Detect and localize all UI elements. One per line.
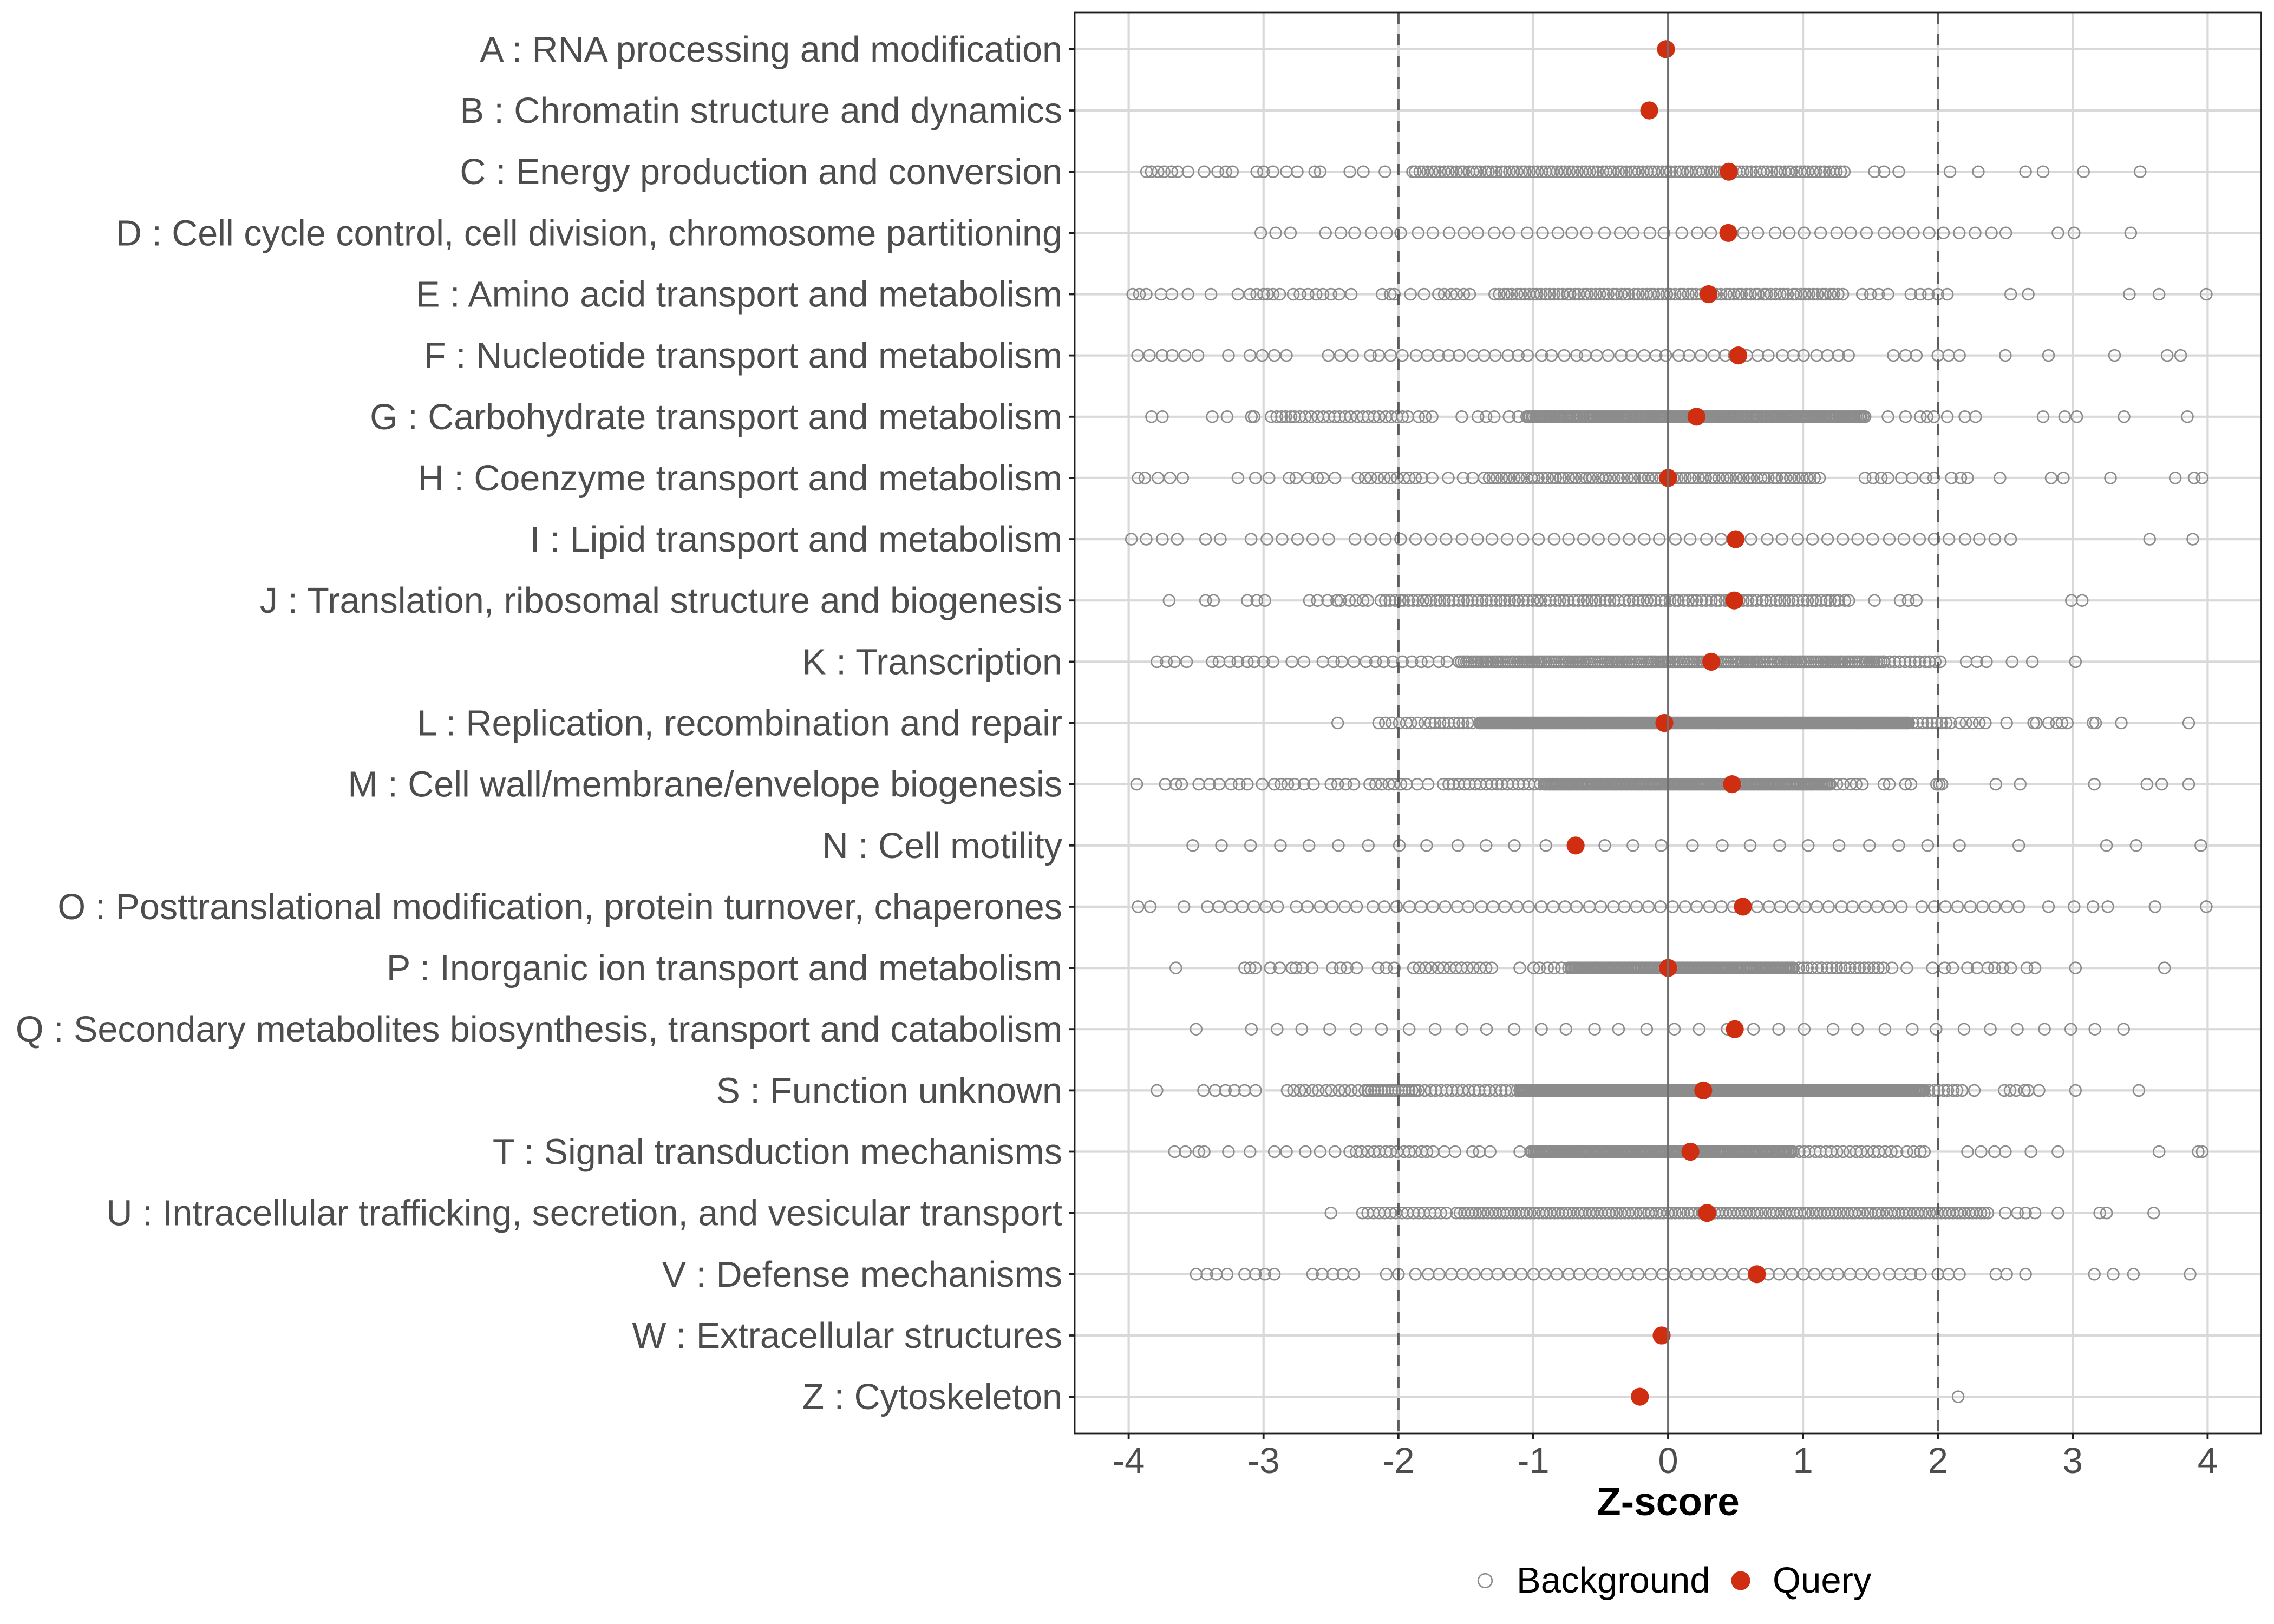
svg-text:O : Posttranslational modifica: O : Posttranslational modification, prot…	[57, 887, 1062, 927]
svg-text:A : RNA processing and modific: A : RNA processing and modification	[480, 30, 1062, 70]
svg-text:F : Nucleotide transport and m: F : Nucleotide transport and metabolism	[424, 336, 1062, 376]
svg-text:-1: -1	[1517, 1440, 1550, 1481]
svg-text:K : Transcription: K : Transcription	[802, 642, 1062, 682]
svg-text:E : Amino acid transport and m: E : Amino acid transport and metabolism	[416, 275, 1062, 315]
svg-text:D : Cell cycle control, cell d: D : Cell cycle control, cell division, c…	[116, 213, 1062, 253]
svg-text:3: 3	[2063, 1440, 2083, 1481]
svg-text:T : Signal transduction mechan: T : Signal transduction mechanisms	[493, 1132, 1062, 1173]
svg-text:-4: -4	[1113, 1440, 1145, 1481]
svg-text:-3: -3	[1247, 1440, 1280, 1481]
svg-text:J : Translation, ribosomal str: J : Translation, ribosomal structure and…	[260, 581, 1062, 621]
svg-text:N : Cell motility: N : Cell motility	[822, 826, 1063, 866]
svg-text:1: 1	[1793, 1440, 1813, 1481]
svg-text:I : Lipid transport and metabo: I : Lipid transport and metabolism	[530, 520, 1062, 560]
svg-text:Q : Secondary metabolites bios: Q : Secondary metabolites biosynthesis, …	[16, 1010, 1062, 1050]
svg-text:-2: -2	[1382, 1440, 1415, 1481]
svg-text:Background: Background	[1517, 1560, 1710, 1601]
svg-text:W : Extracellular structures: W : Extracellular structures	[632, 1316, 1063, 1356]
svg-text:C : Energy production and conv: C : Energy production and conversion	[460, 152, 1062, 192]
svg-text:Z-score: Z-score	[1597, 1480, 1740, 1524]
svg-text:B : Chromatin structure and dy: B : Chromatin structure and dynamics	[460, 91, 1062, 131]
svg-text:M : Cell wall/membrane/envelop: M : Cell wall/membrane/envelope biogenes…	[348, 765, 1062, 805]
svg-text:L : Replication, recombination: L : Replication, recombination and repai…	[417, 704, 1062, 744]
svg-text:Query: Query	[1773, 1560, 1872, 1601]
svg-text:0: 0	[1658, 1440, 1678, 1481]
svg-text:Z : Cytoskeleton: Z : Cytoskeleton	[802, 1377, 1062, 1417]
svg-text:2: 2	[1928, 1440, 1948, 1481]
svg-text:4: 4	[2198, 1440, 2218, 1481]
svg-text:P : Inorganic ion transport an: P : Inorganic ion transport and metaboli…	[387, 948, 1062, 988]
svg-text:S : Function unknown: S : Function unknown	[716, 1071, 1062, 1111]
svg-text:H : Coenzyme transport and met: H : Coenzyme transport and metabolism	[418, 459, 1062, 499]
svg-text:V : Defense mechanisms: V : Defense mechanisms	[662, 1255, 1062, 1295]
svg-text:G : Carbohydrate transport and: G : Carbohydrate transport and metabolis…	[370, 397, 1062, 437]
svg-text:U : Intracellular trafficking,: U : Intracellular trafficking, secretion…	[107, 1194, 1063, 1234]
